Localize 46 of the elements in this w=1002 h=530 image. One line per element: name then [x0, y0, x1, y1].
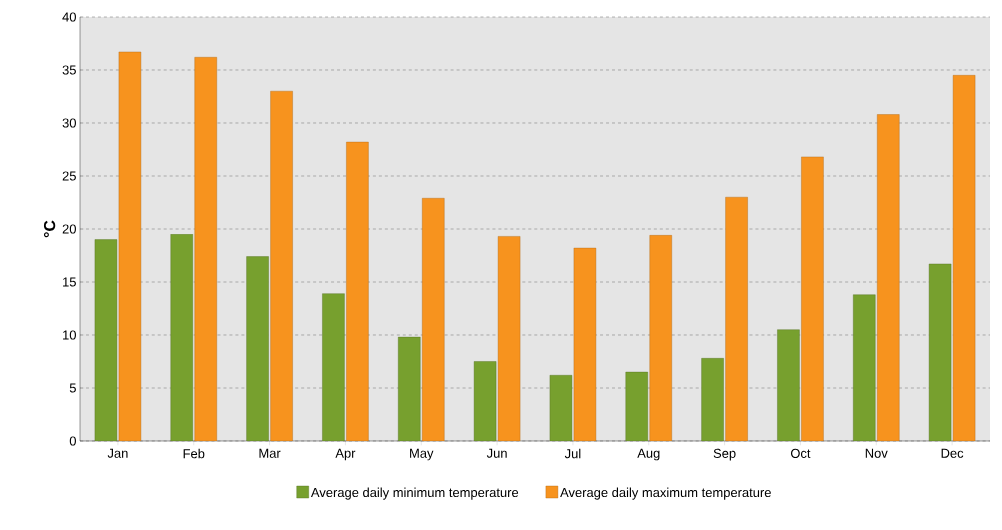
- x-tick-label: Feb: [183, 448, 205, 459]
- bar: [649, 235, 672, 441]
- y-tick-label: 25: [62, 171, 76, 181]
- bar: [853, 294, 876, 441]
- y-tick-label: 15: [63, 277, 76, 287]
- bar: [346, 141, 369, 441]
- bar: [194, 57, 217, 441]
- x-tick-label: Aug: [637, 448, 660, 461]
- bar: [573, 247, 597, 441]
- x-tick-label: Nov: [865, 448, 888, 458]
- x-tick-label: Dec: [941, 448, 964, 458]
- bar: [270, 91, 293, 441]
- bar: [398, 336, 421, 441]
- bar: [701, 358, 724, 441]
- bar: [170, 234, 193, 441]
- bar: [625, 371, 648, 441]
- y-tick-label: 30: [62, 118, 76, 128]
- x-tick-label: Jan: [107, 448, 128, 458]
- y-tick-label: 0: [69, 436, 76, 446]
- y-tick-label: 20: [62, 224, 76, 234]
- x-tick-label: Jul: [564, 448, 581, 459]
- bar: [422, 198, 445, 441]
- x-tick-label: Sep: [713, 448, 736, 461]
- y-axis-title: °C: [43, 220, 56, 238]
- x-tick-label: Oct: [790, 448, 811, 458]
- x-tick-label: Apr: [335, 448, 356, 461]
- y-tick-label: 10: [63, 330, 76, 340]
- legend-label: Average daily minimum temperature: [310, 487, 519, 500]
- bar: [322, 293, 345, 441]
- bar: [725, 197, 748, 441]
- legend-label: Average daily maximum temperature: [560, 487, 771, 500]
- bar: [497, 236, 521, 441]
- bar: [801, 156, 824, 441]
- bar: [94, 239, 118, 441]
- y-tick-label: 5: [69, 383, 76, 393]
- y-tick-label: 40: [62, 12, 76, 22]
- y-tick-label: 35: [62, 65, 76, 75]
- bar: [118, 51, 142, 441]
- x-tick-label: Jun: [486, 448, 507, 458]
- bar: [777, 329, 800, 441]
- bar: [952, 75, 976, 441]
- bar: [877, 114, 900, 441]
- x-tick-label: Mar: [259, 448, 281, 458]
- x-tick-label: May: [410, 448, 434, 461]
- bar: [246, 256, 269, 441]
- bar: [928, 263, 952, 441]
